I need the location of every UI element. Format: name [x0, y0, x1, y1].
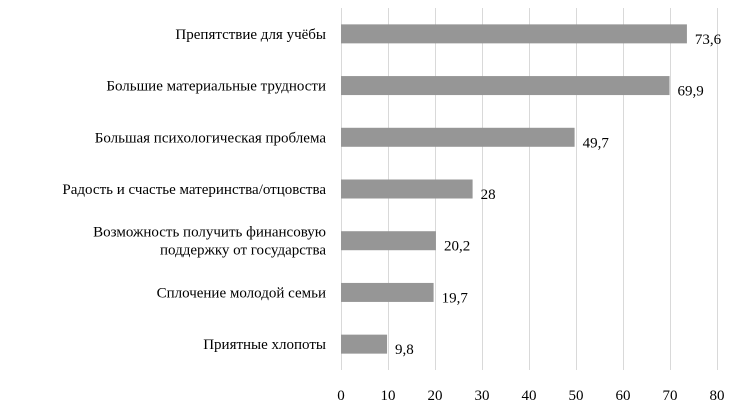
- bar: [341, 334, 388, 354]
- x-tick-label: 60: [616, 388, 631, 404]
- x-tick-label: 20: [428, 388, 443, 404]
- x-tick-label: 30: [475, 388, 490, 404]
- value-labels: 73,6 69,9 49,7 28 20,2 19,7 9,8: [395, 32, 722, 358]
- x-tick-labels: 0 10 20 30 40 50 60 70 80: [337, 388, 724, 404]
- category-label: Возможность получить финансовую: [93, 225, 326, 241]
- x-tick-label: 0: [337, 388, 345, 404]
- category-label: Большие материальные трудности: [106, 79, 326, 95]
- x-tick-label: 70: [663, 388, 678, 404]
- x-tick-label: 80: [710, 388, 725, 404]
- category-labels: Препятствие для учёбы Большие материальны…: [62, 27, 326, 353]
- bar: [341, 179, 473, 199]
- category-label: Приятные хлопоты: [203, 337, 326, 353]
- gridlines: [341, 8, 718, 370]
- value-label: 28: [481, 187, 496, 203]
- bar: [341, 231, 436, 251]
- bar: [341, 127, 575, 147]
- value-label: 69,9: [678, 84, 704, 100]
- x-tick-label: 40: [522, 388, 537, 404]
- bar: [341, 24, 687, 44]
- category-label: Большая психологическая проблема: [95, 130, 327, 146]
- value-label: 19,7: [442, 290, 469, 306]
- x-tick-label: 10: [381, 388, 396, 404]
- value-label: 9,8: [395, 342, 414, 358]
- value-label: 49,7: [583, 135, 610, 151]
- category-label: Сплочение молодой семьи: [157, 285, 326, 301]
- value-label: 73,6: [695, 32, 722, 48]
- value-label: 20,2: [444, 239, 470, 255]
- category-label: поддержку от государства: [160, 243, 326, 259]
- bar: [341, 76, 670, 96]
- x-tick-label: 50: [569, 388, 584, 404]
- bars: [341, 24, 687, 354]
- bar: [341, 282, 434, 302]
- category-label: Радость и счастье материнства/отцовства: [62, 182, 326, 198]
- category-label: Препятствие для учёбы: [175, 27, 326, 43]
